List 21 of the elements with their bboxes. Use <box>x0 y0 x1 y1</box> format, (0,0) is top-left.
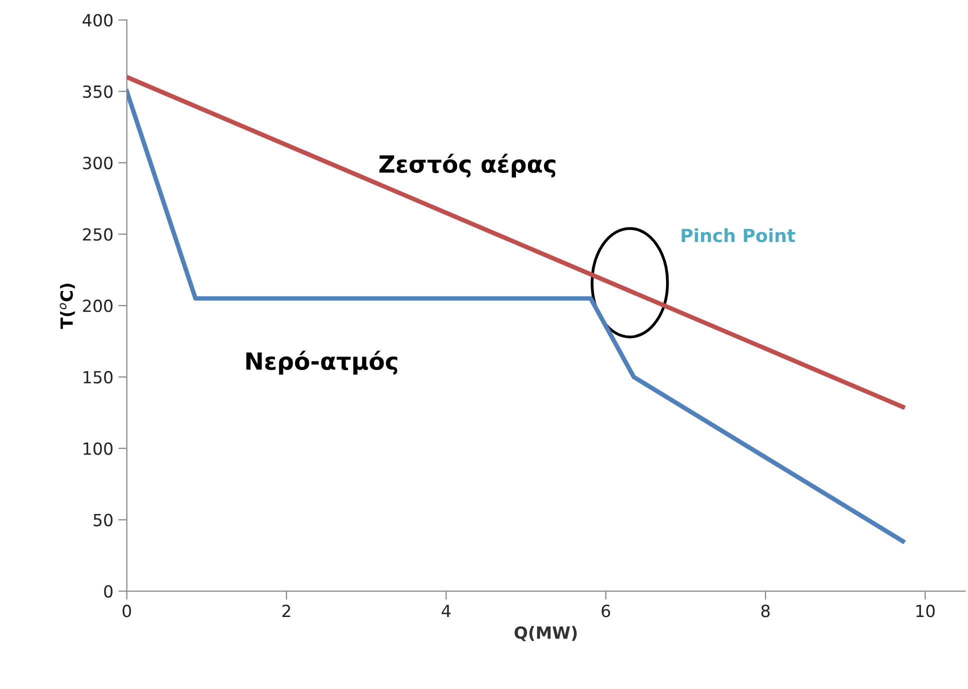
y-tick-label: 400 <box>82 14 113 27</box>
y-tick-label: 0 <box>104 585 113 598</box>
x-tick-label: 4 <box>442 604 451 618</box>
y-tick-label: 150 <box>84 370 113 384</box>
y-tick-label: 350 <box>83 85 113 98</box>
annotation: Pinch Point <box>682 228 796 242</box>
x-tick-label: 2 <box>282 604 290 618</box>
series-label: Ζεστός αέρας <box>379 154 556 178</box>
x-tick-label: 10 <box>916 604 935 618</box>
x-tick-label: 8 <box>761 604 770 618</box>
x-tick-label: 0 <box>122 604 132 618</box>
x-tick-label: 6 <box>602 604 610 618</box>
y-tick-label: 250 <box>83 228 113 241</box>
x-axis-title: Q(MW) <box>514 626 577 642</box>
text: Νερό-ατμός <box>246 350 398 375</box>
y-tick-label: 50 <box>94 514 113 526</box>
line-series <box>126 89 906 544</box>
y-tick-label: 100 <box>84 442 113 455</box>
y-tick-label: 200 <box>83 300 113 312</box>
y-axis-title: T($^{o}$C) <box>60 284 75 329</box>
y-tick-label: 300 <box>83 156 113 170</box>
